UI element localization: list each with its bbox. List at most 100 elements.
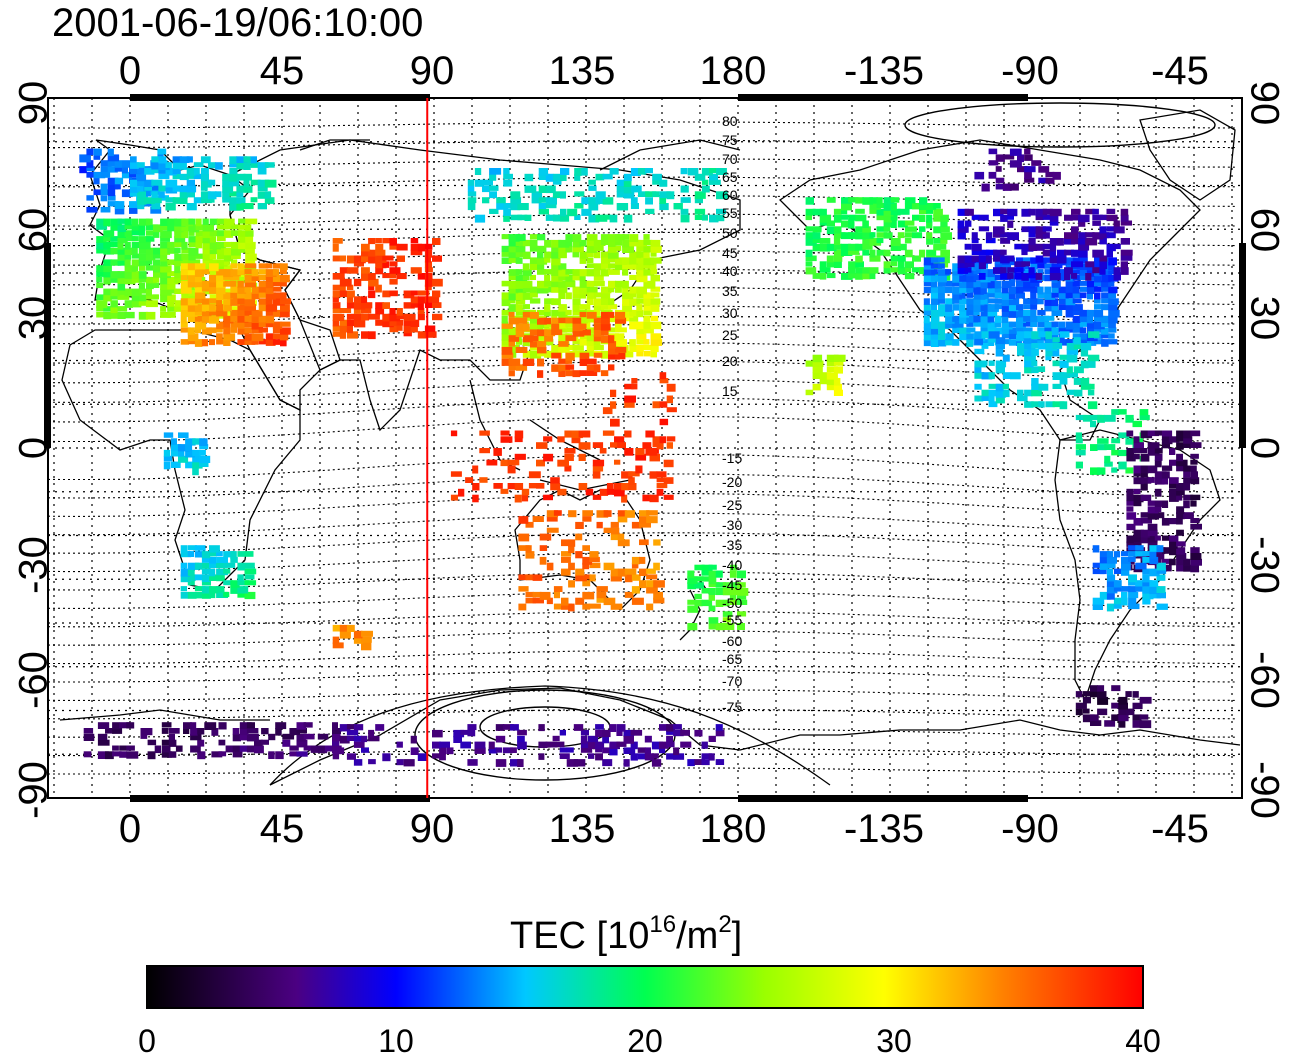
tec-cell	[522, 339, 530, 347]
tec-cell	[663, 459, 674, 468]
tec-cell	[332, 273, 345, 280]
tec-cell	[993, 226, 1005, 235]
tec-cell	[514, 453, 526, 460]
tec-cell	[410, 302, 423, 308]
tec-cell	[694, 214, 704, 220]
tec-cell	[1133, 500, 1142, 507]
tec-cell	[876, 214, 888, 221]
tec-cell	[153, 294, 159, 300]
tec-cell	[593, 280, 605, 287]
tec-cell	[1086, 309, 1098, 317]
tec-cell	[165, 203, 176, 211]
tec-cell	[1023, 327, 1033, 335]
tec-cell	[1149, 586, 1160, 595]
tec-cell	[1133, 442, 1144, 448]
tec-cell	[1147, 500, 1156, 506]
tec-cell	[1111, 467, 1118, 473]
tec-cell	[636, 239, 647, 247]
tec-cell	[1072, 333, 1085, 339]
tec-cell	[209, 241, 221, 250]
tec-cell	[215, 162, 223, 170]
tec-cell	[643, 239, 653, 246]
tec-cell	[1072, 321, 1084, 328]
tec-cell	[193, 162, 204, 168]
tec-cell	[251, 309, 263, 317]
tec-cell	[966, 298, 977, 305]
tec-cell	[194, 298, 204, 304]
contour-label-group: 8075706560555045403530252015-15-20-25-30…	[722, 113, 742, 715]
tec-cell	[145, 265, 154, 271]
tec-cell	[117, 236, 128, 244]
tec-cell	[938, 257, 945, 263]
tec-cell	[978, 255, 989, 263]
tec-cell	[1031, 343, 1039, 349]
tec-cell	[472, 494, 479, 503]
tec-cell	[187, 298, 198, 306]
tec-cell	[239, 733, 248, 741]
tec-cell	[666, 191, 675, 200]
tec-cell	[579, 274, 586, 282]
tec-cell	[187, 269, 199, 276]
tec-cell	[1108, 263, 1115, 271]
tec-cell	[103, 241, 111, 249]
tec-cell	[1052, 360, 1065, 367]
tec-cell	[180, 574, 191, 583]
tec-cell	[1008, 286, 1017, 295]
tec-cell	[195, 236, 206, 244]
tec-cell	[223, 315, 234, 324]
tec-cell	[1001, 309, 1013, 317]
tec-cell	[165, 197, 176, 203]
tec-cell	[1014, 267, 1024, 273]
tec-cell	[1072, 257, 1083, 264]
tec-cell	[515, 346, 528, 353]
tec-cell	[988, 148, 998, 155]
tec-cell	[1094, 292, 1101, 300]
tec-cell	[973, 304, 984, 312]
tec-cell	[599, 448, 607, 454]
tec-cell	[237, 280, 244, 288]
tec-cell	[923, 315, 930, 324]
tec-cell	[1042, 249, 1052, 257]
tec-cell	[117, 288, 127, 295]
tec-cell	[201, 580, 211, 586]
tec-cell	[1139, 696, 1152, 704]
tec-cell	[959, 315, 969, 324]
tec-cell	[1161, 518, 1170, 526]
tec-cell	[186, 185, 197, 193]
tec-cell	[245, 218, 258, 225]
tec-cell	[600, 251, 610, 258]
tec-cell	[945, 339, 954, 346]
tec-cell	[995, 383, 1004, 392]
tec-cell	[737, 593, 747, 600]
tec-cell	[1190, 523, 1202, 530]
tec-cell	[1147, 442, 1160, 449]
tec-cell	[1059, 360, 1069, 368]
tec-cell	[216, 292, 228, 301]
contour-label: 80	[722, 113, 738, 129]
tec-cell	[551, 257, 561, 266]
tec-cell	[188, 241, 200, 248]
tec-cell	[608, 315, 618, 323]
tec-cell	[525, 545, 532, 553]
tec-cell	[1108, 292, 1116, 299]
tec-cell	[237, 286, 247, 294]
tec-cell	[153, 271, 161, 278]
tec-cell	[635, 465, 643, 474]
tec-cell	[551, 274, 563, 282]
tec-cell	[265, 298, 273, 305]
tec-cell	[1001, 286, 1009, 294]
tec-cell	[1065, 257, 1076, 265]
tec-cell	[1161, 547, 1170, 554]
tec-cell	[680, 197, 691, 203]
tec-cell	[938, 263, 945, 269]
tec-cell	[1099, 562, 1109, 570]
tec-cell	[508, 364, 521, 371]
tec-cell	[339, 319, 351, 326]
tec-cell	[565, 269, 575, 275]
tec-cell	[1133, 541, 1142, 547]
tec-cell	[296, 739, 308, 748]
tec-cell	[1094, 321, 1105, 330]
tec-cell	[216, 269, 227, 276]
tec-cell	[275, 722, 287, 730]
tec-cell	[1002, 372, 1011, 379]
